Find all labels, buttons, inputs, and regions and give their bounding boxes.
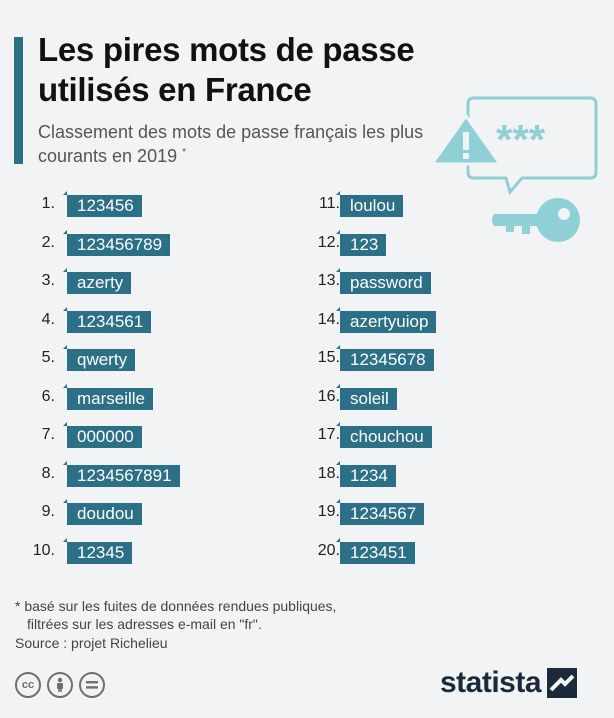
password-label: 1234 [336, 460, 396, 487]
rank-number: 20. [317, 541, 340, 559]
rank-number: 3. [41, 272, 55, 289]
page-subtitle: Classement des mots de passe français le… [38, 120, 438, 168]
password-label: azertyuiop [335, 306, 437, 333]
creative-commons-icon[interactable]: cc [15, 672, 41, 698]
rank-number: 18. [317, 464, 340, 482]
warning-icon [430, 114, 502, 166]
rank-number: 11. [318, 195, 340, 212]
subtitle-text: Classement des mots de passe français le… [38, 122, 424, 166]
rank-number: 10. [32, 541, 55, 559]
rank-number: 8. [41, 464, 55, 482]
password-label: 12345678 [336, 345, 434, 371]
source-text: Source : projet Richelieu [15, 635, 168, 651]
accent-bar [14, 37, 23, 164]
password-label: 123456 [63, 191, 142, 217]
password-label: loulou [335, 191, 404, 217]
password-label: azerty [62, 268, 132, 294]
password-label: 123 [335, 229, 387, 256]
password-label: 1234567 [335, 499, 425, 525]
rank-number: 16. [317, 387, 340, 405]
password-label: marseille [62, 383, 154, 410]
rank-number: 14. [317, 310, 340, 328]
footnote: * basé sur les fuites de données rendues… [15, 597, 435, 633]
password-label: 1234561 [62, 306, 152, 333]
statista-mark-icon [547, 668, 578, 698]
password-label: 000000 [63, 422, 142, 448]
rank-number: 15. [317, 349, 340, 366]
rank-number: 4. [41, 310, 55, 328]
key-icon [492, 198, 580, 242]
password-label: doudou [63, 499, 142, 525]
password-label: soleil [336, 383, 397, 410]
password-label: password [336, 268, 431, 294]
speech-bubble-icon [466, 96, 598, 196]
rank-number: 12. [317, 233, 340, 251]
rank-number: 7. [41, 426, 55, 443]
subtitle-footnote-mark: * [182, 147, 187, 158]
statista-logo[interactable]: statista [440, 666, 578, 700]
stars-text: *** [496, 116, 546, 163]
rank-number: 17. [317, 426, 340, 443]
password-label: chouchou [336, 422, 432, 448]
license-icons: cc [15, 672, 105, 698]
password-label: 123456789 [62, 229, 171, 256]
footnote-line-1: * basé sur les fuites de données rendues… [15, 598, 337, 614]
rank-number: 13. [317, 272, 340, 289]
rank-number: 2. [41, 233, 55, 251]
rank-number: 1. [41, 195, 55, 212]
rank-number: 19. [317, 503, 340, 520]
attribution-icon[interactable] [47, 672, 73, 698]
password-label: 123451 [336, 537, 415, 564]
password-label: 12345 [62, 537, 133, 564]
rank-number: 9. [41, 503, 55, 520]
footnote-line-2: filtrées sur les adresses e-mail en "fr"… [27, 616, 262, 632]
no-derivatives-icon[interactable] [79, 672, 105, 698]
rank-number: 6. [41, 387, 55, 405]
rank-number: 5. [41, 349, 55, 366]
password-label: qwerty [62, 345, 136, 371]
page-title: Les pires mots de passe utilisés en Fran… [38, 31, 415, 108]
password-illustration: *** [430, 96, 598, 242]
brand-name: statista [440, 666, 542, 699]
password-label: 1234567891 [63, 460, 180, 487]
